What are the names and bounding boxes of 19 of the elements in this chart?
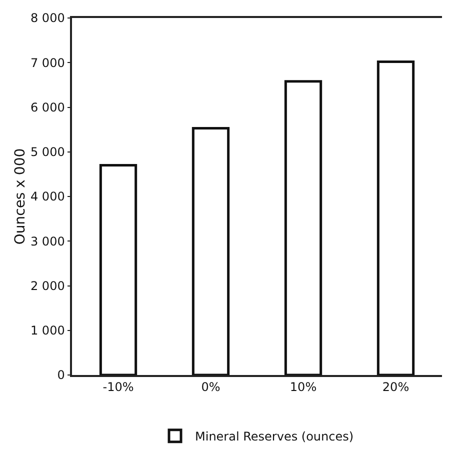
x-tick-label: 0% bbox=[201, 380, 220, 394]
x-tick-label: 10% bbox=[290, 380, 317, 394]
x-tick-label: 20% bbox=[382, 380, 410, 394]
y-tick-label: 8 000 bbox=[30, 11, 65, 26]
y-tick-label: 0 bbox=[57, 368, 65, 382]
y-tick-label: 6 000 bbox=[30, 100, 65, 114]
y-tick-label: 4 000 bbox=[30, 190, 65, 204]
y-tick-label: 5 000 bbox=[30, 145, 65, 160]
x-tick-label: -10% bbox=[102, 380, 134, 394]
y-tick-label: 7 000 bbox=[30, 56, 65, 70]
y-tick-label: 1 000 bbox=[30, 324, 65, 338]
y-axis-title: Ounces x 000 bbox=[12, 148, 28, 245]
bar bbox=[376, 60, 415, 375]
y-tick-label: 3 000 bbox=[30, 234, 65, 248]
bar bbox=[99, 164, 138, 375]
bar bbox=[192, 126, 230, 375]
bar bbox=[284, 80, 322, 375]
legend-label: Mineral Reserves (ounces) bbox=[195, 430, 354, 444]
y-tick-label: 2 000 bbox=[30, 278, 65, 293]
